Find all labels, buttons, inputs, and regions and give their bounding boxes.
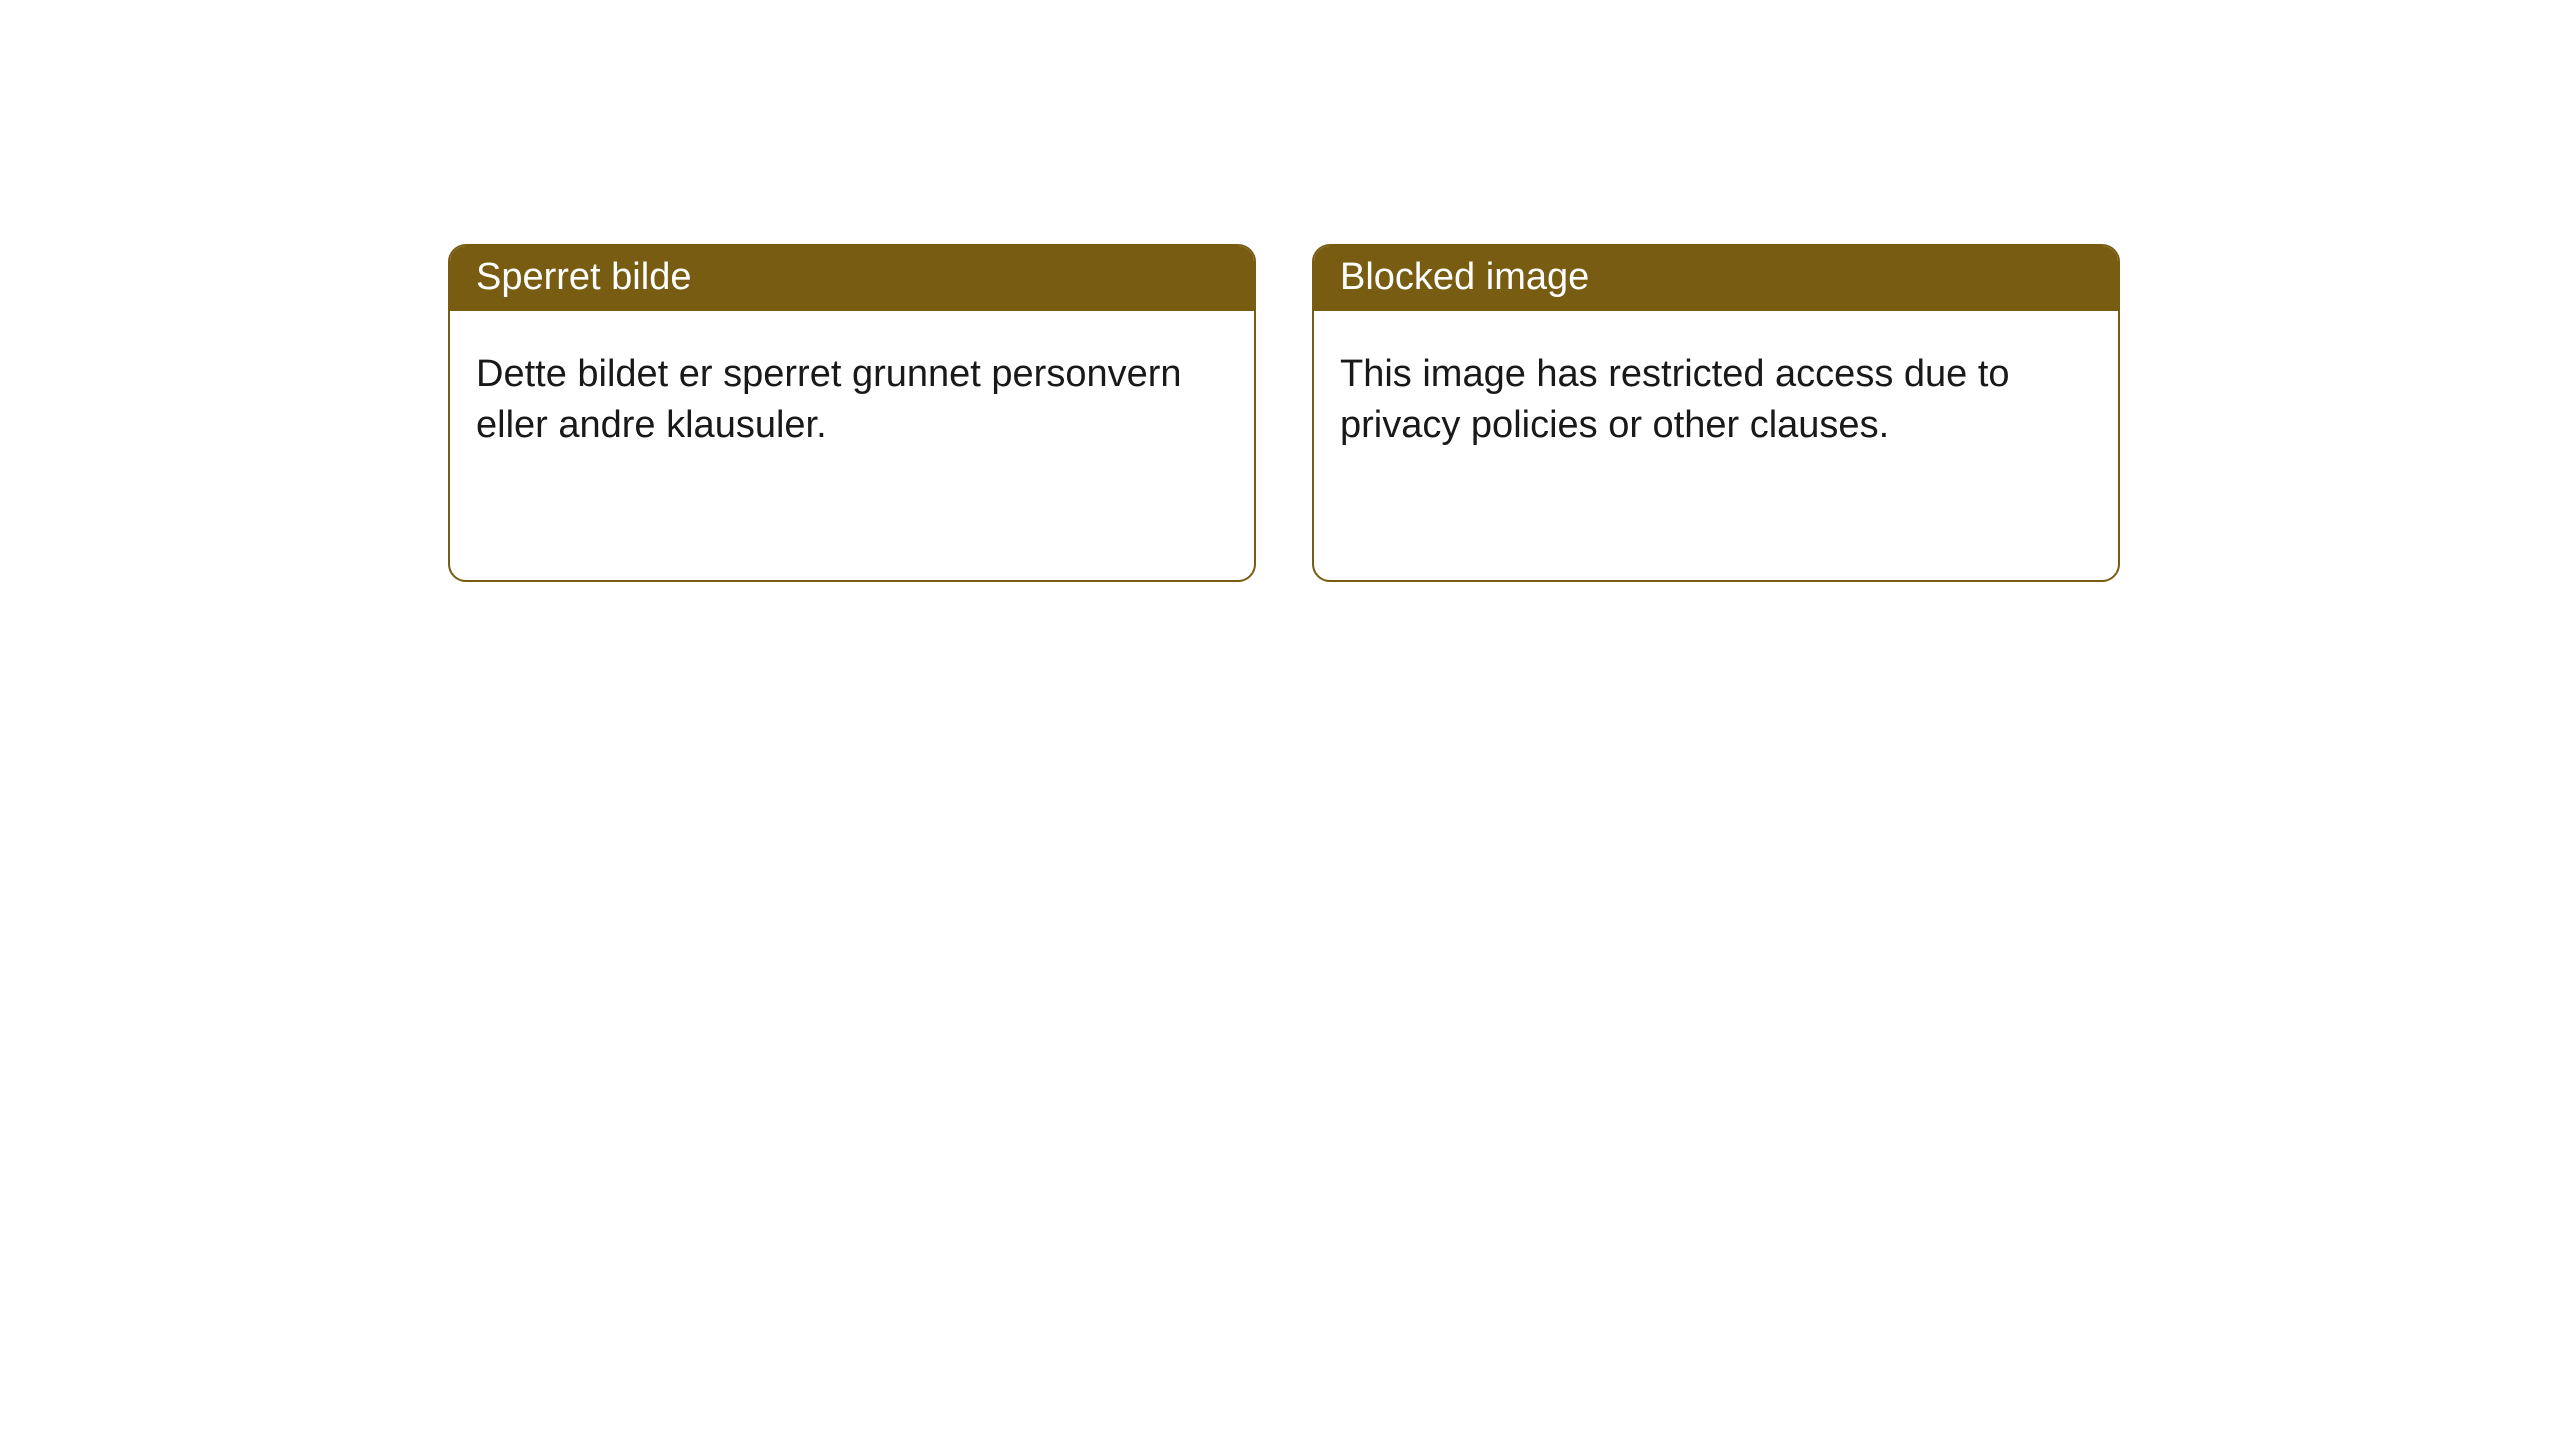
notice-card-english: Blocked image This image has restricted … (1312, 244, 2120, 582)
card-body: Dette bildet er sperret grunnet personve… (450, 311, 1254, 490)
card-body: This image has restricted access due to … (1314, 311, 2118, 490)
notice-card-norwegian: Sperret bilde Dette bildet er sperret gr… (448, 244, 1256, 582)
notice-card-row: Sperret bilde Dette bildet er sperret gr… (0, 0, 2560, 582)
card-header: Sperret bilde (450, 246, 1254, 311)
card-header: Blocked image (1314, 246, 2118, 311)
card-title: Sperret bilde (476, 256, 691, 298)
card-body-text: This image has restricted access due to … (1340, 353, 2010, 446)
card-title: Blocked image (1340, 256, 1589, 298)
card-body-text: Dette bildet er sperret grunnet personve… (476, 353, 1182, 446)
